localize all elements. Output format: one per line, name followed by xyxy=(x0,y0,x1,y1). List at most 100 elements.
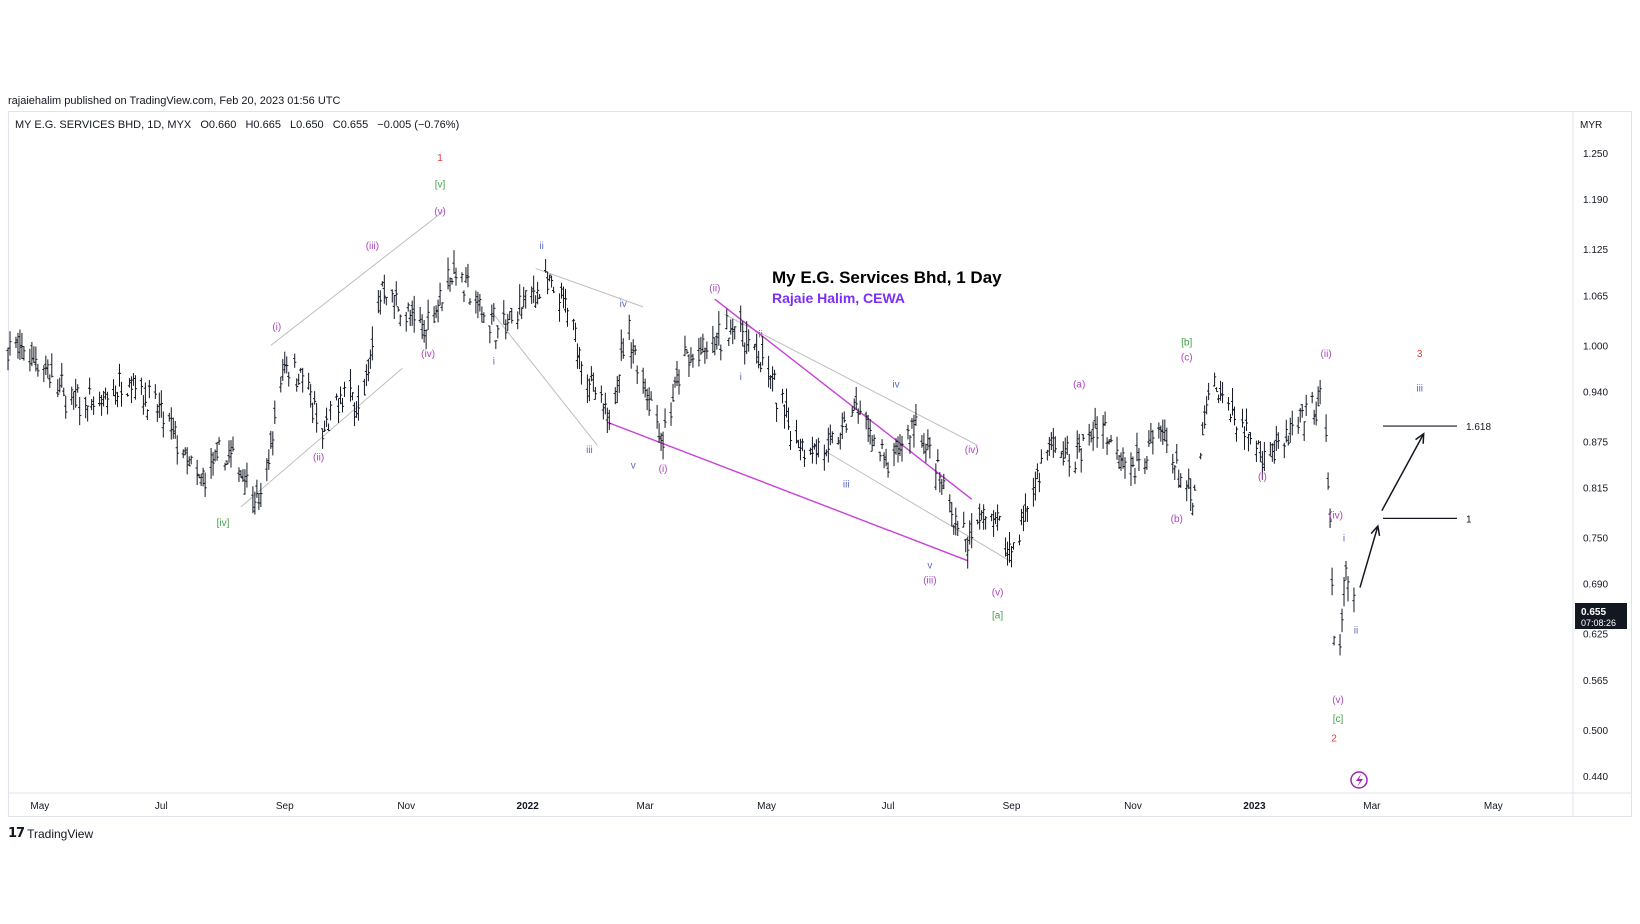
ohlc-bar xyxy=(309,383,313,408)
ohlc-bar xyxy=(48,374,52,388)
ohlc-bar xyxy=(1205,396,1209,415)
wave-label-36: 3 xyxy=(1417,349,1423,360)
wave-label-10: iii xyxy=(586,445,593,456)
ohlc-bar xyxy=(440,302,444,312)
ohlc-bar xyxy=(928,437,932,459)
ohlc-bar xyxy=(551,286,556,294)
ohlc-bar xyxy=(313,391,317,405)
ohlc-bar xyxy=(703,347,707,364)
ohlc-bar xyxy=(86,405,90,422)
ohlc-bar xyxy=(84,396,88,419)
x-axis[interactable]: May Jul Sep Nov 2022 Mar May Jul Sep Nov 2023 Mar Ma… xyxy=(30,801,1502,812)
ohlc-bar xyxy=(1296,416,1300,434)
ohlc-bar xyxy=(980,510,984,521)
y-axis[interactable]: MYR 1.250 1.190 1.125 1.065 1.000 0.940 0.875 0… xyxy=(1580,120,1608,783)
ohlc-bar xyxy=(593,386,597,400)
ohlc-bar xyxy=(547,274,552,282)
ohlc-bar xyxy=(115,391,120,408)
ohlc-bar xyxy=(307,372,311,390)
ohlc-bar xyxy=(685,349,689,355)
ohlc-bar xyxy=(187,456,191,467)
trend-line-7 xyxy=(714,298,973,500)
trend-line-3 xyxy=(493,314,598,446)
wave-label-6: (ii) xyxy=(313,453,324,464)
ohlc-bar xyxy=(315,402,319,433)
ohlc-bar xyxy=(28,348,32,372)
ohlc-bar xyxy=(948,494,952,513)
ohlc-bar xyxy=(1017,534,1022,546)
legend-open: O0.660 xyxy=(200,119,237,131)
ohlc-bar xyxy=(352,402,357,427)
ohlc-bar xyxy=(798,438,803,461)
ohlc-bar xyxy=(460,272,464,283)
ohlc-bar xyxy=(504,319,508,340)
ohlc-bar xyxy=(880,439,884,450)
ohlc-bar xyxy=(571,318,576,331)
ohlc-bar xyxy=(295,378,299,392)
ohlc-bar xyxy=(364,364,368,387)
ohlc-bar xyxy=(18,329,22,360)
ohlc-bar xyxy=(16,332,20,359)
wave-label-35: 2 xyxy=(1331,733,1337,744)
y-tick-5: 0.940 xyxy=(1583,387,1608,398)
wave-label-12: v xyxy=(631,460,636,471)
legend-symbol[interactable]: MY E.G. SERVICES BHD, 1D, MYX xyxy=(15,119,192,131)
ohlc-bar xyxy=(225,460,229,465)
ohlc-bar xyxy=(1051,428,1055,458)
ohlc-bar xyxy=(243,469,247,495)
ohlc-bar xyxy=(591,372,595,392)
x-tick-7: Jul xyxy=(882,801,895,812)
ohlc-bar xyxy=(396,306,400,312)
ohlc-bar xyxy=(878,451,882,462)
wave-label-27: (b) xyxy=(1171,514,1183,525)
ohlc-bar xyxy=(297,373,301,385)
ohlc-bar xyxy=(1025,505,1030,522)
ohlc-bar xyxy=(62,387,66,397)
ohlc-bar xyxy=(1089,430,1093,443)
lightning-icon[interactable] xyxy=(1350,771,1368,789)
ohlc-bar xyxy=(201,467,205,487)
y-tick-8: 0.750 xyxy=(1583,534,1608,545)
ohlc-bar xyxy=(549,275,554,288)
ohlc-bar xyxy=(1161,419,1165,445)
ohlc-bar xyxy=(840,412,844,440)
ohlc-bar xyxy=(478,293,482,312)
ohlc-bar xyxy=(1214,387,1219,393)
ohlc-bar xyxy=(1065,435,1069,455)
ohlc-bar xyxy=(1234,426,1239,442)
wave-label-13: (i) xyxy=(659,464,668,475)
ohlc-bar xyxy=(74,378,78,408)
ohlc-bar xyxy=(14,336,18,349)
ohlc-bar xyxy=(271,431,275,456)
ohlc-bar xyxy=(982,504,986,530)
ohlc-bar xyxy=(1157,422,1161,439)
tradingview-brand[interactable]: 17 TradingView xyxy=(8,826,93,841)
ohlc-bar xyxy=(1165,427,1169,454)
trend-line-4 xyxy=(724,314,978,446)
trend-line-1 xyxy=(270,210,445,346)
ohlc-bar xyxy=(940,478,944,495)
ohlc-bar xyxy=(575,343,580,369)
ohlc-bar xyxy=(1282,442,1286,459)
ohlc-bar xyxy=(342,381,347,397)
ohlc-bar xyxy=(1145,455,1149,470)
ohlc-bar xyxy=(1049,431,1053,450)
ohlc-bar xyxy=(978,503,982,530)
ohlc-bar xyxy=(382,274,386,304)
wave-label-37: iii xyxy=(1416,383,1423,394)
ohlc-bar xyxy=(936,449,940,463)
wave-label-5: (iv) xyxy=(421,349,435,360)
ohlc-bar xyxy=(1288,417,1292,443)
ohlc-bar xyxy=(1246,433,1251,452)
chart-dividers xyxy=(8,111,1632,817)
ohlc-bar xyxy=(171,417,175,439)
ohlc-bar xyxy=(942,473,946,490)
ohlc-bar xyxy=(1248,432,1253,445)
ohlc-bar xyxy=(812,443,816,450)
ohlc-bar xyxy=(209,447,213,479)
ohlc-bar xyxy=(563,288,568,313)
ohlc-bar xyxy=(852,398,856,411)
ohlc-bar xyxy=(800,438,805,452)
ohlc-bar xyxy=(872,434,876,447)
